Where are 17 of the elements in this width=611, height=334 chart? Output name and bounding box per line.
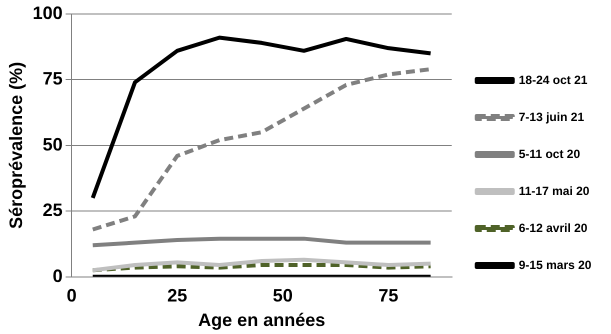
legend-label: 11-17 mai 20 [518,184,590,198]
x-tick-label: 0 [66,286,77,306]
y-axis-title: Séroprévalence (%) [6,62,26,229]
y-tick-label: 25 [42,200,63,220]
legend-label: 5-11 oct 20 [518,146,580,161]
x-tick-label: 25 [167,286,188,306]
x-tick-label: 50 [272,286,293,306]
legend-label: 7-13 juin 21 [518,110,584,124]
y-tick-label: 100 [32,2,63,23]
legend-label: 18-24 oct 21 [518,72,588,87]
y-tick-label: 0 [52,266,63,286]
y-tick-label: 75 [42,68,63,89]
x-axis-title: Age en années [198,310,326,330]
x-tick-label: 75 [378,286,398,306]
legend-label: 6-12 avril 20 [518,220,588,235]
y-tick-label: 50 [42,134,63,154]
legend-label: 9-15 mars 20 [518,258,592,272]
